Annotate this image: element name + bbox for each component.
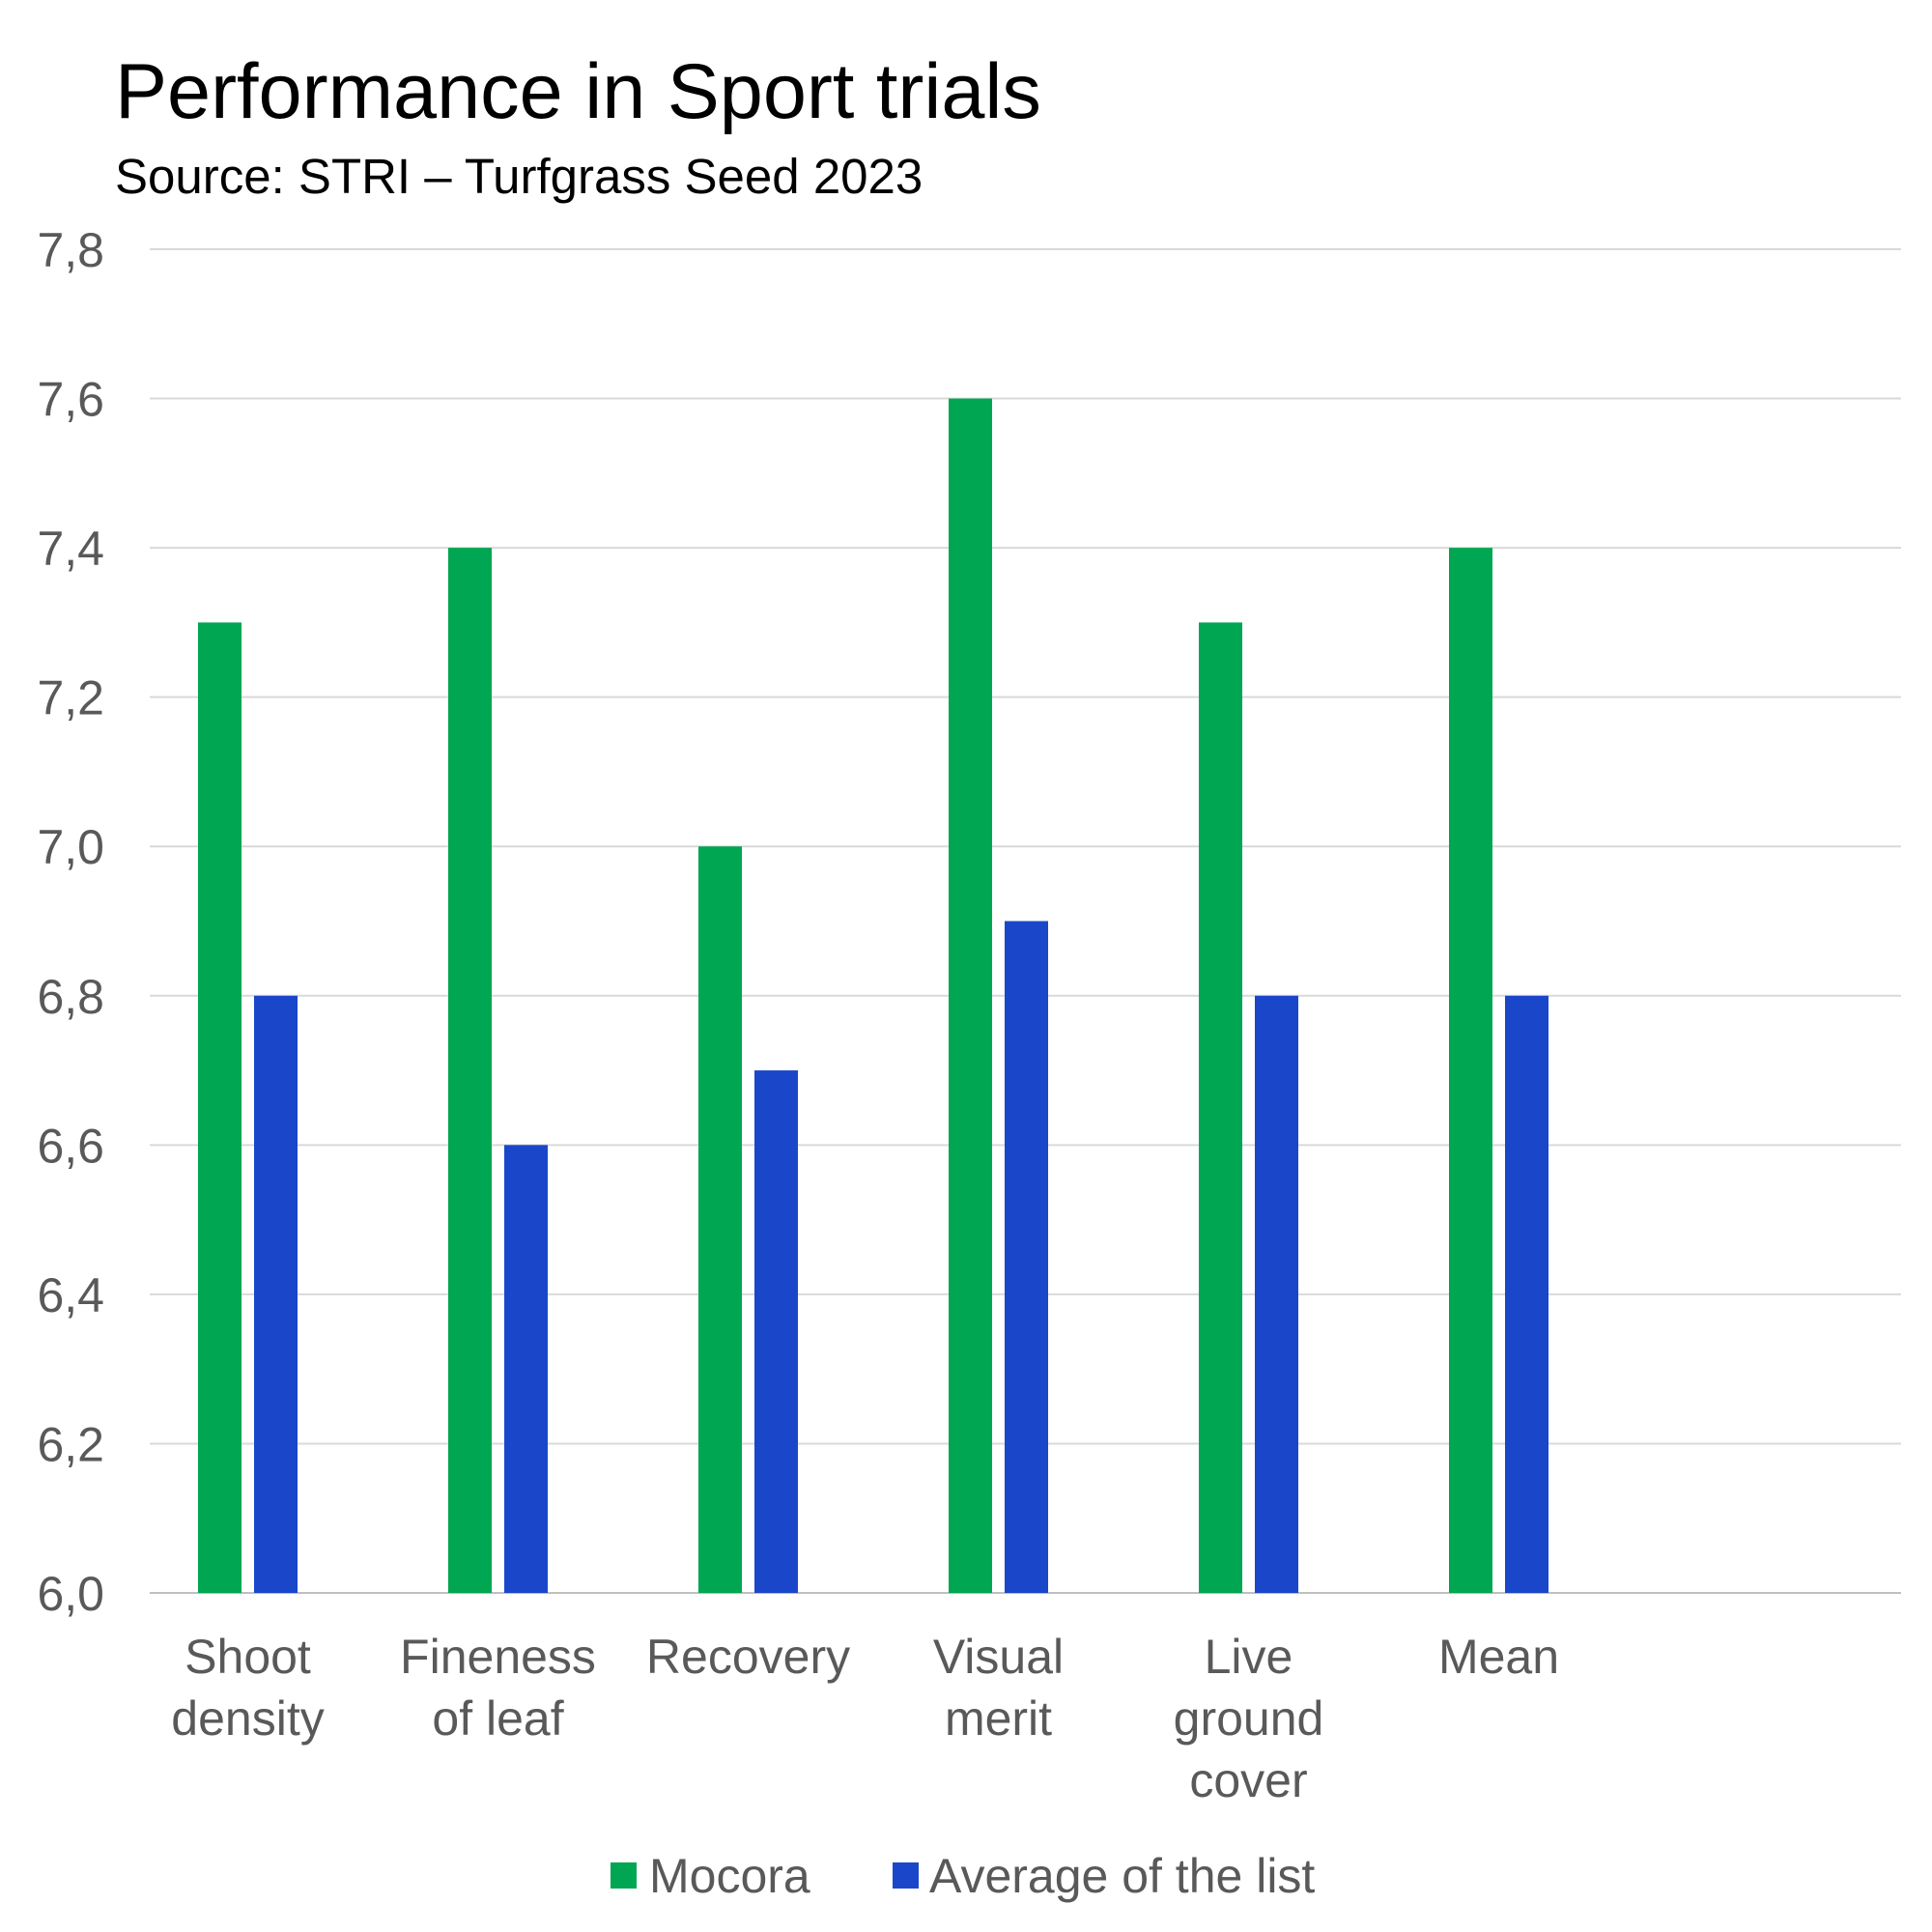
y-tick-label: 7,6 <box>37 373 104 427</box>
x-category-label: Mean <box>1438 1630 1559 1684</box>
bar-average <box>504 1145 548 1593</box>
y-tick-label: 7,4 <box>37 522 104 576</box>
bar-mocora <box>198 622 242 1593</box>
legend-swatch-mocora <box>611 1862 637 1889</box>
y-tick-label: 7,0 <box>37 820 104 874</box>
y-tick-label: 7,2 <box>37 671 104 725</box>
x-category-label: merit <box>945 1691 1052 1746</box>
x-category-label: Visual <box>933 1630 1064 1684</box>
chart-subtitle: Source: STRI – Turfgrass Seed 2023 <box>115 149 923 204</box>
y-tick-label: 6,6 <box>37 1119 104 1173</box>
legend-label-average: Average of the list <box>929 1849 1315 1903</box>
bar-mocora <box>1199 622 1242 1593</box>
bar-average <box>1505 995 1548 1593</box>
bars <box>198 398 1548 1593</box>
bar-average <box>254 995 298 1593</box>
bar-mocora <box>448 548 492 1593</box>
x-category-label: density <box>171 1691 324 1746</box>
x-category-label: Fineness <box>400 1630 596 1684</box>
legend-swatch-average <box>893 1862 919 1889</box>
x-category-label: Live <box>1205 1630 1293 1684</box>
y-tick-label: 6,8 <box>37 970 104 1024</box>
x-axis-categories: Shoot density Fineness of leaf Recovery Visua… <box>171 1630 1559 1807</box>
x-category-label: of leaf <box>432 1691 563 1746</box>
bar-mocora <box>949 398 992 1593</box>
bar-average <box>1005 921 1048 1593</box>
bar-mocora <box>1449 548 1492 1593</box>
bar-average <box>1255 995 1298 1593</box>
y-tick-label: 6,4 <box>37 1268 104 1322</box>
x-category-label: ground <box>1174 1691 1324 1746</box>
x-category-label: cover <box>1189 1753 1307 1807</box>
bar-mocora <box>698 846 742 1593</box>
chart-title: Performance in Sport trials <box>115 48 1041 135</box>
y-tick-label: 6,2 <box>37 1417 104 1471</box>
legend: Mocora Average of the list <box>611 1849 1315 1903</box>
y-tick-label: 7,8 <box>37 223 104 277</box>
legend-label-mocora: Mocora <box>649 1849 810 1903</box>
bar-average <box>754 1070 798 1593</box>
y-tick-label: 6,0 <box>37 1567 104 1621</box>
x-category-label: Shoot <box>185 1630 311 1684</box>
y-axis-ticks: 6,0 6,2 6,4 6,6 6,8 7,0 7,2 7,4 7,6 7,8 <box>37 223 104 1621</box>
x-category-label: Recovery <box>646 1630 850 1684</box>
